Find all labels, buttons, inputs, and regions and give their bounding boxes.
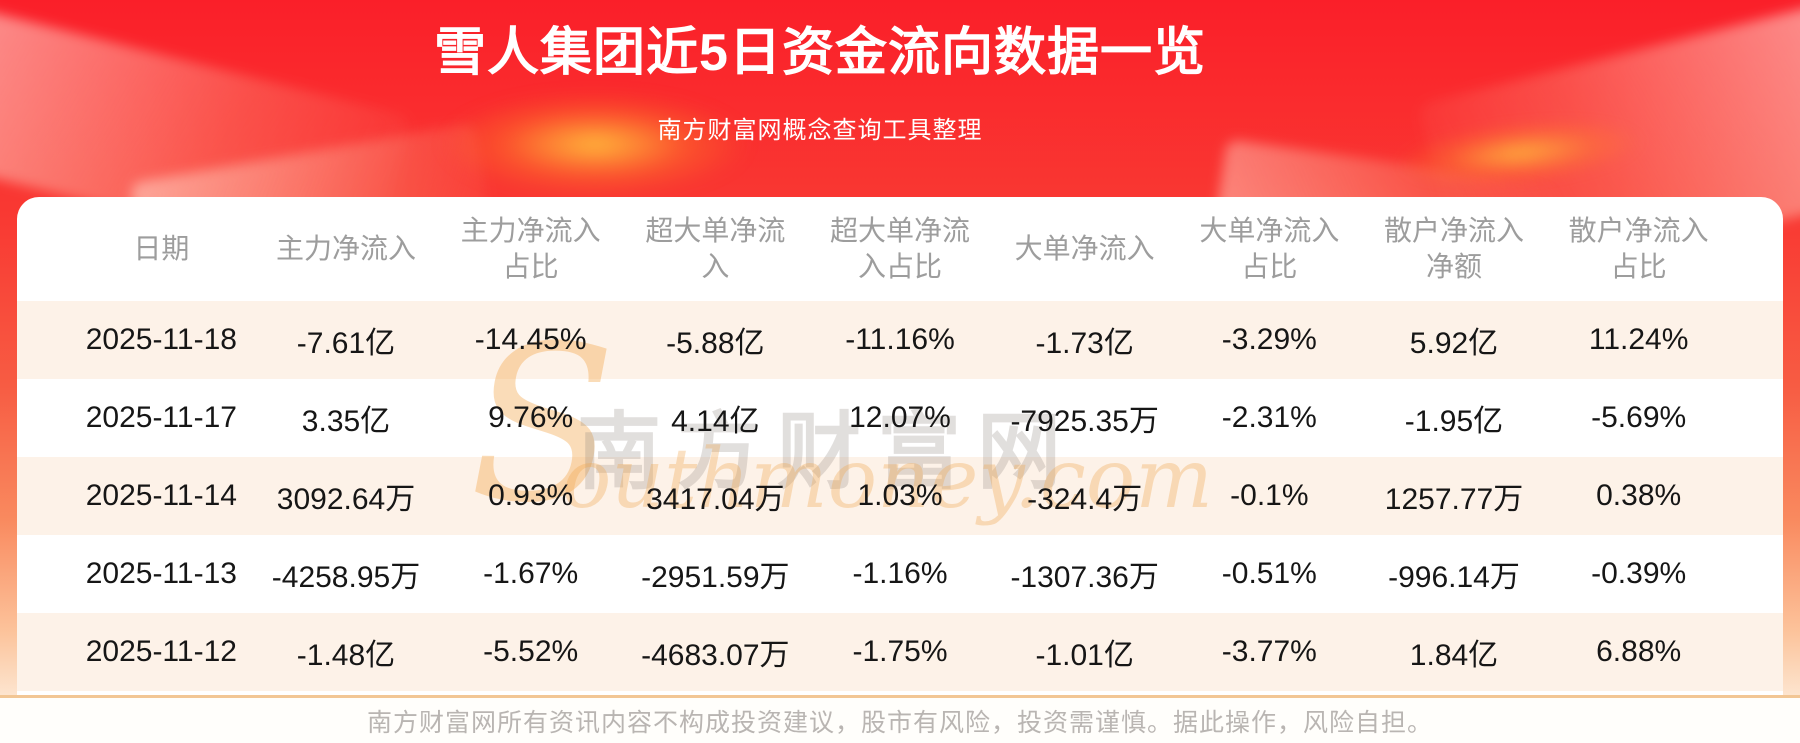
table-cell: 3.35亿 — [301, 405, 391, 438]
table-cell: 6.88% — [1596, 635, 1682, 668]
column-header-label: 散户净流入净额 — [1383, 214, 1524, 282]
table-cell: -4258.95万 — [271, 561, 421, 594]
column-header: 超大单净流入占比 — [808, 213, 993, 286]
table-cell: -7925.35万 — [1010, 405, 1159, 438]
table-body: 2025-11-18 -7.61亿 -14.45% -5.88亿 -11.16% -1.7… — [17, 301, 1783, 691]
table-cell: -1307.36万 — [1010, 561, 1159, 594]
table-cell: 11.24% — [1588, 323, 1689, 356]
column-header: 日期 — [69, 231, 254, 267]
table-cell: -0.39% — [1591, 557, 1687, 590]
column-header: 超大单净流入 — [623, 213, 808, 286]
table-cell: 12.07% — [849, 401, 951, 434]
table-cell: -3.77% — [1221, 635, 1317, 668]
table-cell: 2025-11-12 — [85, 635, 237, 668]
table-cell: -2.31% — [1221, 401, 1317, 434]
column-header-label: 主力净流入占比 — [460, 214, 601, 282]
table-cell: -5.69% — [1591, 401, 1687, 434]
table-cell: -996.14万 — [1388, 561, 1520, 594]
table-cell: -1.48亿 — [296, 639, 396, 672]
table-cell: 3092.64万 — [276, 483, 416, 516]
column-header: 散户净流入占比 — [1546, 213, 1731, 286]
table-cell: 1.03% — [857, 479, 943, 512]
table-cell: -1.16% — [852, 557, 948, 590]
column-header-label: 大单净流入 — [1014, 232, 1155, 264]
table-cell: -1.67% — [483, 557, 579, 590]
table-cell: -5.52% — [483, 635, 579, 668]
table-row: 2025-11-13 -4258.95万 -1.67% -2951.59万 -1.16%… — [17, 535, 1783, 613]
table-cell: -1.01亿 — [1035, 639, 1134, 672]
page-title: 雪人集团近5日资金流向数据一览 — [434, 24, 1206, 82]
table-cell: 3417.04万 — [646, 483, 785, 516]
table-cell: -2951.59万 — [641, 561, 790, 594]
table-cell: 0.38% — [1596, 479, 1682, 512]
column-header: 大单净流入 — [992, 231, 1177, 267]
column-header-label: 大单净流入占比 — [1199, 214, 1340, 282]
table-cell: -3.29% — [1221, 323, 1317, 356]
table-row: 2025-11-14 3092.64万 0.93% 3417.04万 1.03% -324… — [17, 457, 1783, 535]
hero-banner: 雪人集团近5日资金流向数据一览 南方财富网概念查询工具整理 — [0, 22, 1640, 145]
table-cell: -0.1% — [1230, 479, 1309, 512]
table-header-row: 日期 主力净流入 主力净流入占比 超大单净流入 超大单净流入占比 大单净流入 大单净流入占比… — [17, 197, 1783, 301]
table-cell: 1257.77万 — [1384, 483, 1524, 516]
table-cell: 5.92亿 — [1409, 327, 1499, 360]
disclaimer-text: 南方财富网所有资讯内容不构成投资建议，股市有风险，投资需谨慎。据此操作，风险自担… — [366, 708, 1433, 737]
page-subtitle: 南方财富网概念查询工具整理 — [657, 117, 983, 145]
data-table-card: S 南方财富网 outhmoney.com 日期 主力净流入 主力净流入占比 超大单净… — [17, 197, 1783, 695]
footer-bar: 南方财富网所有资讯内容不构成投资建议，股市有风险，投资需谨慎。据此操作，风险自担… — [0, 695, 1800, 743]
column-header-label: 日期 — [133, 232, 190, 264]
table-cell: -1.75% — [852, 635, 948, 668]
column-header: 大单净流入占比 — [1177, 213, 1362, 286]
column-header: 主力净流入占比 — [438, 213, 623, 286]
column-header: 散户净流入净额 — [1362, 213, 1547, 286]
table-cell: 2025-11-17 — [85, 401, 237, 434]
column-header-label: 超大单净流入占比 — [829, 214, 970, 282]
table-cell: 2025-11-13 — [85, 557, 237, 590]
table-cell: -324.4万 — [1027, 483, 1143, 516]
table-cell: -7.61亿 — [296, 327, 396, 360]
table-cell: 4.14亿 — [671, 405, 760, 438]
column-header-label: 超大单净流入 — [645, 214, 786, 282]
table-cell: 0.93% — [488, 479, 574, 512]
column-header-label: 主力净流入 — [275, 232, 416, 264]
table-cell: -1.95亿 — [1404, 405, 1504, 438]
table-cell: -14.45% — [474, 323, 587, 356]
table-cell: 1.84亿 — [1409, 639, 1499, 672]
table-cell: -11.16% — [845, 323, 955, 356]
table-cell: 2025-11-14 — [85, 479, 237, 512]
table-cell: -4683.07万 — [641, 639, 790, 672]
column-header: 主力净流入 — [254, 231, 439, 267]
table-row: 2025-11-12 -1.48亿 -5.52% -4683.07万 -1.75% -1.… — [17, 613, 1783, 691]
table-cell: -5.88亿 — [666, 327, 765, 360]
table-cell: -1.73亿 — [1035, 327, 1134, 360]
table-row: 2025-11-18 -7.61亿 -14.45% -5.88亿 -11.16% -1.7… — [17, 301, 1783, 379]
table-row: 2025-11-17 3.35亿 9.76% 4.14亿 12.07% -7925.35万… — [17, 379, 1783, 457]
table-cell: -0.51% — [1221, 557, 1317, 590]
column-header-label: 散户净流入占比 — [1568, 214, 1709, 282]
table-cell: 2025-11-18 — [85, 323, 237, 356]
table-cell: 9.76% — [488, 401, 574, 434]
